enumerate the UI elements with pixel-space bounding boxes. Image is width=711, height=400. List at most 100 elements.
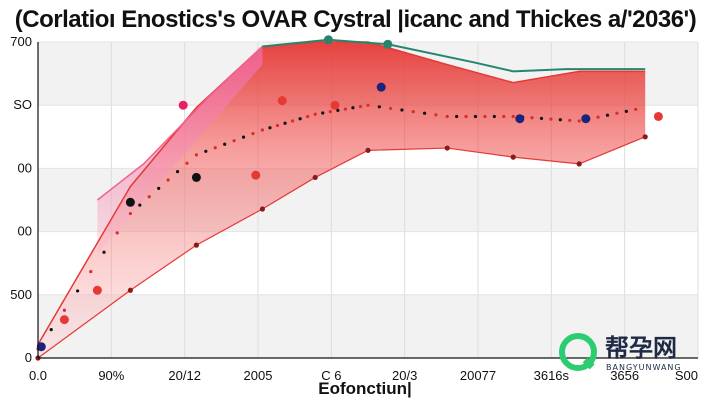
trend-dot [194,153,198,157]
data-point [251,170,261,180]
background-band [38,294,698,358]
trend-dot [251,131,255,136]
data-point [92,285,102,295]
trend-dot [260,128,264,132]
data-point [383,39,393,49]
trend-dot [377,105,381,109]
data-point [125,197,135,207]
trend-dot [492,114,496,119]
lower-line-marker [259,206,265,212]
trend-dot [549,117,553,121]
trend-dot [411,110,415,114]
trend-dot [76,289,80,293]
trend-dot [241,135,246,139]
trend-dot [400,108,404,112]
lower-line-marker [127,287,133,293]
trend-dot [49,328,53,332]
series-line-red-lower [37,136,646,359]
trend-dot [634,107,638,111]
x-tick-label: 2005 [244,368,273,383]
watermark-text: 帮孕网 [605,334,677,362]
trend-dot [596,115,600,119]
x-tick-label: C 6 [321,368,341,383]
y-tick-label: 00 [18,224,32,239]
trend-dot [511,114,515,119]
trend-dot [185,161,189,165]
watermark-logo-icon [559,333,597,371]
series-line-red-upper [37,41,646,345]
trend-dot [434,113,438,117]
trend-dot [204,149,208,153]
trend-dot [283,121,287,125]
watermark: 帮孕网 BANGYUNWANG [559,333,682,372]
lower-line-marker [365,147,371,153]
x-tick-label: 3616s [534,368,570,383]
data-point [178,100,188,110]
y-tick-label: 700 [10,34,32,49]
lower-line-marker [510,154,516,160]
trend-dot [530,116,534,120]
trend-dot [147,195,151,199]
trend-dot [577,119,581,123]
data-point [36,342,46,352]
data-point [581,114,591,124]
watermark-subtext: BANGYUNWANG [606,363,682,372]
trend-dot [321,111,325,115]
data-point [376,82,386,92]
x-tick-label: 0.0 [29,368,47,383]
trend-dot [343,107,347,111]
y-tick-label: 500 [10,287,32,302]
trend-dot [290,119,295,123]
data-point [59,315,69,325]
trend-dot [175,170,180,174]
trend-dot [615,111,619,115]
trend-dot [422,111,427,115]
lower-line-marker [642,134,648,140]
data-point [330,100,340,110]
area-series [38,42,646,358]
data-point [191,172,201,182]
x-tick-label: 20077 [460,368,496,383]
trend-dot [275,123,280,128]
trend-dot [473,114,478,119]
trend-dot [351,106,355,110]
trend-dot [298,117,302,121]
trend-dot [605,113,610,117]
trend-dot [358,104,363,109]
trend-dot [464,114,468,119]
lower-line-marker [193,242,199,248]
series-line-pink [96,45,263,201]
data-point [515,114,525,124]
trend-dot [502,114,506,119]
trend-dot [306,114,310,119]
trend-dot [102,250,106,254]
y-tick-labels: 0 500 00 00 SO 700 [10,34,32,365]
trend-dot [128,211,132,216]
x-tick-labels: 0.0 90% 20/12 2005 C 6 20/3 20077 3616s 3656 S00 [29,368,698,383]
data-point [323,35,333,45]
data-points [36,35,663,352]
y-tick-label: SO [13,97,32,112]
lower-line-marker [312,174,318,181]
trend-dot [89,269,93,274]
data-point [653,111,663,121]
trend-dot [138,203,142,207]
trend-dot [62,308,66,312]
x-axis-label: Eofonctiun| [318,379,412,398]
trend-dot [455,114,459,119]
trend-dot [624,109,628,113]
trend-dot [568,118,572,122]
lower-line-marker [576,161,582,167]
x-tick-label: S00 [675,368,698,383]
y-tick-label: 00 [18,160,32,175]
series-lines [35,38,648,361]
trend-dot [166,178,170,182]
trend-dot [539,116,544,121]
lower-line-marker [444,145,450,151]
trend-dot [336,108,340,112]
trend-dot [328,110,332,114]
trend-dot [483,114,487,119]
trend-dot [389,106,393,111]
chart-title: (Corlatioı Enostics's OVAR Cystral |ican… [14,6,697,33]
y-tick-label: 0 [25,350,32,365]
